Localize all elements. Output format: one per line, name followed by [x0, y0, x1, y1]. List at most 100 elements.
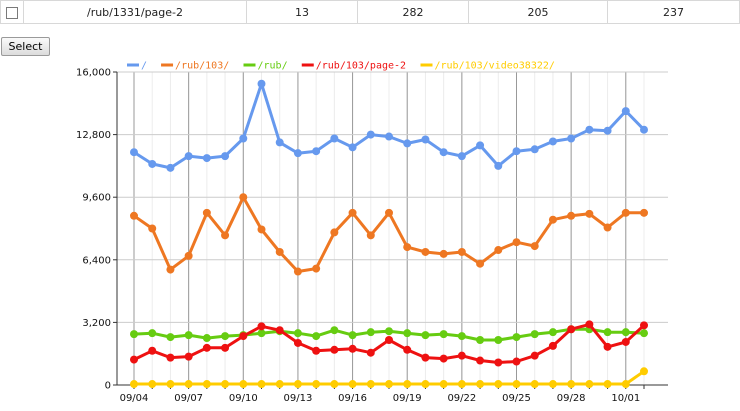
data-point: [567, 211, 576, 220]
data-point: [421, 247, 430, 256]
data-point: [494, 336, 503, 345]
data-point: [202, 208, 211, 217]
row-path: /rub/1331/page-2: [86, 5, 184, 19]
data-point: [366, 231, 375, 240]
data-point: [567, 134, 576, 143]
x-tick-label: 09/22: [447, 393, 476, 404]
data-point: [621, 328, 630, 337]
data-point: [239, 193, 248, 202]
data-point: [130, 330, 138, 339]
data-point: [293, 380, 302, 389]
data-point: [257, 380, 266, 389]
data-point: [148, 159, 157, 168]
data-point: [439, 330, 448, 339]
data-point: [366, 328, 375, 337]
y-tick-label: 3,200: [82, 318, 111, 329]
data-point: [221, 343, 230, 352]
data-point: [457, 152, 466, 161]
data-point: [148, 224, 157, 233]
data-point: [457, 351, 466, 360]
legend-label: /rub/103/page-2: [316, 61, 406, 72]
data-point: [439, 249, 448, 258]
data-point: [184, 251, 193, 260]
row-value-cell: 205: [468, 0, 608, 24]
data-point: [457, 332, 466, 341]
data-point: [530, 380, 539, 389]
data-point: [585, 320, 594, 329]
data-point: [640, 321, 648, 330]
data-point: [239, 332, 248, 341]
y-tick-label: 16,000: [76, 68, 111, 79]
data-point: [166, 163, 175, 172]
data-point: [148, 346, 157, 355]
data-point: [166, 353, 175, 362]
data-point: [512, 357, 521, 366]
x-tick-label: 09/28: [557, 393, 586, 404]
legend-label: /rub/103/video38322/: [435, 61, 555, 72]
row-checkbox[interactable]: [6, 6, 18, 19]
data-point: [275, 247, 284, 256]
data-point: [257, 329, 266, 338]
data-point: [603, 223, 612, 232]
data-point: [494, 161, 503, 170]
series-4: [130, 367, 648, 389]
data-point: [312, 147, 321, 156]
data-point: [548, 137, 557, 146]
data-point: [202, 154, 211, 163]
data-point: [476, 356, 485, 365]
data-point: [494, 380, 503, 389]
data-point: [385, 380, 393, 389]
y-tick-label: 0: [105, 381, 111, 392]
data-point: [621, 380, 630, 389]
data-point: [366, 130, 375, 139]
series-1: [130, 193, 648, 276]
data-point: [530, 145, 539, 154]
data-point: [312, 264, 321, 273]
x-tick-label: 10/01: [611, 393, 640, 404]
data-point: [148, 329, 157, 338]
data-point: [512, 333, 521, 342]
data-point: [421, 380, 430, 389]
data-point: [530, 330, 539, 339]
data-point: [330, 134, 339, 143]
data-point: [348, 380, 357, 389]
data-point: [202, 334, 211, 343]
data-point: [293, 338, 302, 347]
data-point: [548, 380, 557, 389]
data-point: [348, 331, 357, 340]
table-row: /rub/1331/page-2 13 282 205 237: [0, 0, 740, 24]
data-point: [603, 126, 612, 135]
legend-label: /rub/: [258, 61, 288, 72]
data-point: [130, 211, 138, 220]
data-point: [403, 329, 412, 338]
data-point: [385, 336, 393, 345]
series-3: [130, 320, 648, 367]
data-point: [385, 132, 393, 141]
data-point: [621, 208, 630, 217]
series-0: [130, 79, 648, 172]
data-point: [239, 380, 248, 389]
data-point: [403, 345, 412, 354]
select-button[interactable]: Select: [1, 37, 50, 56]
row-checkbox-cell: [0, 0, 24, 24]
data-point: [312, 380, 321, 389]
data-point: [257, 322, 266, 331]
data-point: [603, 328, 612, 337]
x-tick-label: 09/10: [229, 393, 258, 404]
data-point: [184, 152, 193, 161]
data-point: [585, 209, 594, 218]
data-point: [585, 380, 594, 389]
data-point: [621, 337, 630, 346]
row-path-cell: /rub/1331/page-2: [23, 0, 247, 24]
data-point: [476, 141, 485, 150]
data-point: [330, 228, 339, 237]
row-value-3: 205: [527, 5, 549, 19]
data-point: [221, 380, 230, 389]
data-point: [548, 215, 557, 224]
data-point: [130, 148, 138, 157]
row-value-2: 282: [402, 5, 424, 19]
data-point: [312, 346, 321, 355]
data-point: [512, 380, 521, 389]
data-point: [166, 333, 175, 342]
data-point: [275, 380, 284, 389]
